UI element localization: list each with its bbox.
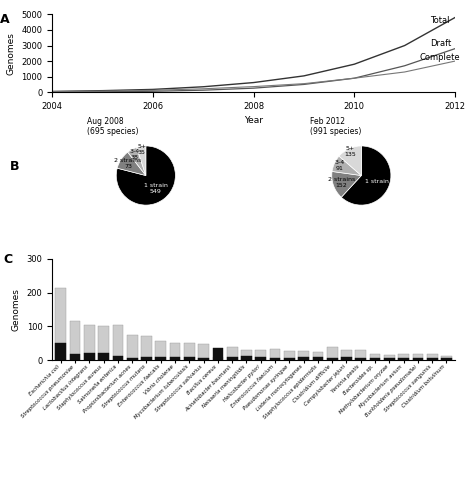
Bar	[198, 344, 209, 360]
Bar	[356, 358, 366, 360]
Bar	[98, 326, 109, 360]
Bar	[127, 335, 137, 360]
Wedge shape	[332, 156, 361, 176]
Bar	[327, 358, 337, 360]
Bar	[370, 354, 381, 360]
Bar	[255, 350, 266, 360]
Text: 3-4
91: 3-4 91	[334, 160, 345, 171]
Bar	[284, 350, 295, 360]
Bar	[170, 357, 181, 360]
Bar	[412, 354, 423, 360]
Text: Total: Total	[430, 16, 449, 25]
Bar	[198, 358, 209, 360]
Y-axis label: Genomes: Genomes	[7, 32, 16, 75]
Bar	[55, 343, 66, 360]
Y-axis label: Genomes: Genomes	[12, 288, 21, 331]
Bar	[98, 353, 109, 360]
Text: 3-4
38: 3-4 38	[129, 149, 139, 159]
Bar	[327, 347, 337, 360]
Text: 1 strain: 1 strain	[365, 179, 388, 184]
Wedge shape	[332, 171, 361, 197]
Bar	[212, 357, 223, 360]
Bar	[298, 350, 309, 360]
Bar	[70, 354, 81, 360]
Bar	[384, 355, 395, 360]
Text: 2 strains
73: 2 strains 73	[114, 158, 142, 169]
Bar	[141, 336, 152, 360]
Bar	[284, 358, 295, 360]
Bar	[227, 347, 237, 360]
Bar	[341, 350, 352, 360]
Bar	[112, 324, 123, 360]
Text: 1 strain
549: 1 strain 549	[144, 183, 168, 194]
Wedge shape	[128, 147, 146, 176]
Bar	[141, 357, 152, 360]
Text: Complete: Complete	[420, 53, 460, 62]
Bar	[241, 356, 252, 360]
Bar	[341, 357, 352, 360]
Wedge shape	[117, 152, 146, 176]
Bar	[84, 353, 95, 360]
Wedge shape	[339, 146, 361, 176]
Text: B: B	[9, 160, 19, 173]
Bar	[227, 357, 237, 360]
Bar	[312, 351, 323, 360]
Wedge shape	[116, 146, 175, 205]
Bar	[155, 341, 166, 360]
Bar	[312, 357, 323, 360]
Wedge shape	[341, 146, 391, 205]
Bar	[298, 357, 309, 360]
Bar	[127, 358, 137, 360]
Bar	[270, 358, 281, 360]
Bar	[70, 321, 81, 360]
Text: Feb 2012
(991 species): Feb 2012 (991 species)	[310, 117, 361, 136]
Text: 5+
35: 5+ 35	[137, 144, 146, 155]
Bar	[155, 357, 166, 360]
Wedge shape	[137, 146, 146, 176]
Bar	[441, 358, 452, 360]
Bar	[212, 348, 223, 360]
Text: C: C	[4, 253, 13, 266]
Bar	[427, 354, 438, 360]
Text: A: A	[0, 13, 9, 26]
Text: 2 strains
152: 2 strains 152	[328, 177, 355, 188]
Bar	[84, 324, 95, 360]
Text: 5+
135: 5+ 135	[345, 146, 356, 157]
Bar	[370, 358, 381, 360]
Bar	[170, 343, 181, 360]
Text: Aug 2008
(695 species): Aug 2008 (695 species)	[87, 117, 138, 136]
Bar	[270, 349, 281, 360]
Bar	[384, 358, 395, 360]
Bar	[112, 356, 123, 360]
Bar	[356, 350, 366, 360]
Bar	[398, 354, 409, 360]
Bar	[398, 358, 409, 360]
Bar	[412, 358, 423, 360]
X-axis label: Year: Year	[244, 117, 263, 125]
Bar	[255, 357, 266, 360]
Bar	[241, 350, 252, 360]
Bar	[427, 358, 438, 360]
Text: Draft: Draft	[430, 39, 451, 48]
Bar	[441, 356, 452, 360]
Bar	[184, 343, 195, 360]
Bar	[55, 288, 66, 360]
Bar	[184, 357, 195, 360]
